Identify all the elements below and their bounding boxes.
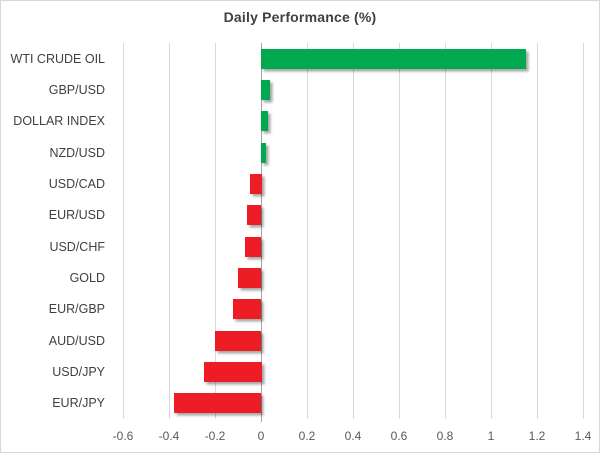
- category-label: USD/CAD: [48, 177, 105, 191]
- bar-aud-usd: [215, 331, 261, 351]
- category-label: GOLD: [69, 271, 105, 285]
- x-tick-label: 0.8: [436, 429, 454, 443]
- gridline: [123, 43, 124, 419]
- gridline: [399, 43, 400, 419]
- category-label: WTI CRUDE OIL: [10, 52, 105, 66]
- bar-dollar-index: [261, 111, 268, 131]
- x-tick-label: -0.4: [158, 429, 180, 443]
- gridline: [353, 43, 354, 419]
- x-tick-label: -0.2: [204, 429, 226, 443]
- x-tick-label: 1: [487, 429, 495, 443]
- gridline: [169, 43, 170, 419]
- bar-eur-jpy: [174, 393, 261, 413]
- bar-usd-chf: [245, 237, 261, 257]
- category-label: EUR/USD: [48, 208, 105, 222]
- gridline: [445, 43, 446, 419]
- gridline: [537, 43, 538, 419]
- category-label: EUR/GBP: [48, 302, 105, 316]
- gridline: [491, 43, 492, 419]
- x-tick-label: 0.6: [390, 429, 408, 443]
- x-tick-label: 0.4: [344, 429, 362, 443]
- zero-axis-line: [261, 43, 262, 422]
- bar-wti-crude-oil: [261, 49, 526, 69]
- x-tick-label: 1.4: [574, 429, 592, 443]
- chart-title: Daily Performance (%): [223, 9, 377, 25]
- category-label: DOLLAR INDEX: [13, 114, 105, 128]
- gridline: [583, 43, 584, 419]
- x-tick-label: 0.2: [298, 429, 316, 443]
- bar-usd-cad: [250, 174, 262, 194]
- category-label: EUR/JPY: [52, 396, 105, 410]
- x-tick-label: 1.2: [528, 429, 546, 443]
- x-tick-label: -0.6: [112, 429, 134, 443]
- bar-eur-gbp: [233, 299, 261, 319]
- x-tick-label: 0: [257, 429, 265, 443]
- bar-usd-jpy: [204, 362, 262, 382]
- category-label: AUD/USD: [48, 334, 105, 348]
- category-label: GBP/USD: [48, 83, 105, 97]
- gridline: [307, 43, 308, 419]
- category-label: USD/CHF: [49, 240, 105, 254]
- bar-eur-usd: [247, 205, 261, 225]
- bar-nzd-usd: [261, 143, 266, 163]
- gridline: [215, 43, 216, 419]
- bar-gold: [238, 268, 261, 288]
- bar-gbp-usd: [261, 80, 270, 100]
- category-label: USD/JPY: [52, 365, 105, 379]
- category-label: NZD/USD: [49, 146, 105, 160]
